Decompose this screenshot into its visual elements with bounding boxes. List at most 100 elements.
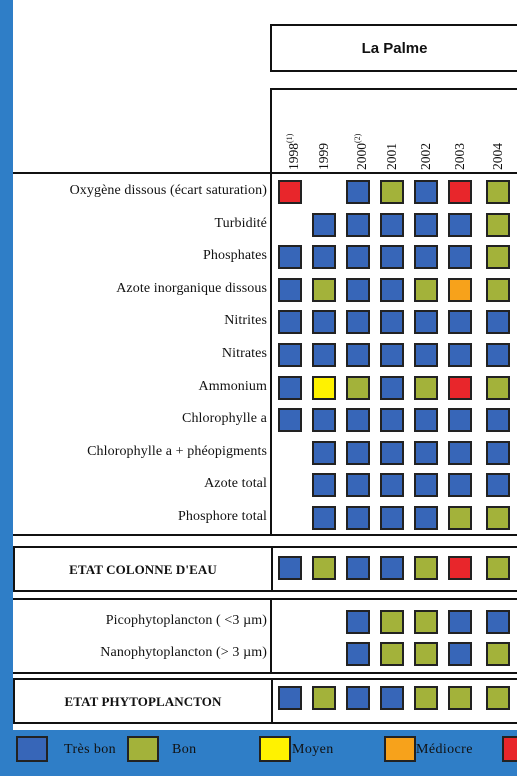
grade-cell — [380, 212, 404, 237]
summary-cell — [414, 556, 438, 580]
grade-cell — [312, 473, 336, 498]
summary-cell — [312, 686, 336, 710]
legend-label: Médiocre — [416, 742, 473, 757]
grade-cell — [312, 212, 336, 237]
grade-cell — [486, 642, 510, 666]
year-label: 1998 — [286, 143, 301, 170]
grade-cell — [346, 212, 370, 237]
grade-cell — [448, 440, 472, 465]
grade-cell — [414, 245, 438, 270]
summary-cell — [448, 686, 472, 710]
year-header-2001: 2001 — [378, 90, 406, 170]
grade-cell — [486, 277, 510, 302]
grade-cell — [414, 212, 438, 237]
year-footnote: (1) — [285, 133, 294, 143]
parameter-label: Phosphates — [203, 248, 267, 264]
summary-cell — [414, 686, 438, 710]
grade-cell — [448, 610, 472, 634]
water-summary-label-frame — [13, 546, 273, 592]
parameter-label: Azote total — [204, 476, 267, 492]
grade-cell — [278, 245, 302, 270]
grade-cell — [380, 610, 404, 634]
grade-cell — [312, 245, 336, 270]
grade-cell — [312, 343, 336, 367]
phyto-section-bottom-border — [13, 672, 517, 674]
grade-cell — [448, 180, 472, 204]
years-header-left-border — [270, 88, 272, 174]
grade-cell — [448, 473, 472, 498]
plankton-label: Picophytoplancton ( <3 µm) — [105, 613, 267, 628]
grade-cell — [346, 440, 370, 465]
water-section-bottom-border — [13, 534, 517, 536]
grade-cell — [448, 277, 472, 302]
grade-cell — [346, 310, 370, 335]
year-header-2002: 2002 — [412, 90, 440, 170]
legend-label: Très bon — [64, 742, 117, 757]
parameter-label: Ammonium — [198, 378, 267, 394]
grade-cell — [278, 408, 302, 433]
year-label: 2003 — [452, 143, 467, 170]
year-label: 2004 — [490, 143, 505, 170]
grade-cell — [486, 610, 510, 634]
grade-cell — [486, 506, 510, 530]
year-label: 2002 — [418, 143, 433, 170]
grade-cell — [414, 277, 438, 302]
year-footnote: (2) — [353, 133, 362, 143]
year-header-2004: 2004 — [484, 90, 512, 170]
grade-cell — [486, 343, 510, 367]
grade-cell — [312, 277, 336, 302]
grade-cell — [346, 506, 370, 530]
year-header-2003: 2003 — [446, 90, 474, 170]
years-header-top-border — [270, 88, 517, 90]
parameter-label: Turbidité — [214, 215, 267, 231]
phyto-section-divider — [270, 598, 272, 674]
grade-cell — [346, 610, 370, 634]
water-section-divider — [270, 172, 272, 536]
grade-cell — [448, 408, 472, 433]
summary-cell — [278, 556, 302, 580]
legend-swatch — [259, 736, 291, 762]
summary-cell — [448, 556, 472, 580]
grade-cell — [380, 375, 404, 400]
year-header-2000: 2000(2) — [344, 90, 372, 170]
phyto-summary-label: ETAT PHYTOPLANCTON — [64, 694, 222, 709]
grade-cell — [380, 180, 404, 204]
parameter-label: Chlorophylle a — [182, 411, 267, 427]
grade-cell — [486, 310, 510, 335]
grade-cell — [486, 245, 510, 270]
year-header-1999: 1999 — [310, 90, 338, 170]
grade-cell — [414, 408, 438, 433]
parameter-label: Azote inorganique dissous — [116, 280, 267, 296]
grade-cell — [346, 343, 370, 367]
summary-cell — [312, 556, 336, 580]
grade-cell — [312, 310, 336, 335]
grade-cell — [448, 212, 472, 237]
year-label: 2000 — [354, 143, 369, 170]
parameter-label: Chlorophylle a + phéopigments — [87, 443, 267, 459]
summary-cell — [380, 686, 404, 710]
phyto-summary-label-frame — [13, 678, 273, 724]
phyto-section-top-border — [13, 598, 517, 600]
grade-cell — [380, 440, 404, 465]
summary-cell — [380, 556, 404, 580]
parameter-label: Nitrates — [221, 346, 267, 361]
grade-cell — [312, 408, 336, 433]
parameter-label: Phosphore total — [178, 509, 267, 524]
parameter-label: Oxygène dissous (écart saturation) — [69, 183, 267, 198]
legend-label: Moyen — [292, 742, 334, 757]
summary-cell — [346, 556, 370, 580]
grade-cell — [346, 642, 370, 666]
grade-cell — [486, 408, 510, 433]
grade-cell — [448, 375, 472, 400]
grade-cell — [448, 642, 472, 666]
grade-cell — [278, 375, 302, 400]
grade-cell — [346, 277, 370, 302]
legend-label: Bon — [172, 742, 197, 757]
legend-swatch — [16, 736, 48, 762]
grade-cell — [312, 375, 336, 400]
grade-cell — [486, 473, 510, 498]
summary-cell — [278, 686, 302, 710]
grade-cell — [278, 343, 302, 367]
legend-swatch — [384, 736, 416, 762]
grade-cell — [414, 310, 438, 335]
